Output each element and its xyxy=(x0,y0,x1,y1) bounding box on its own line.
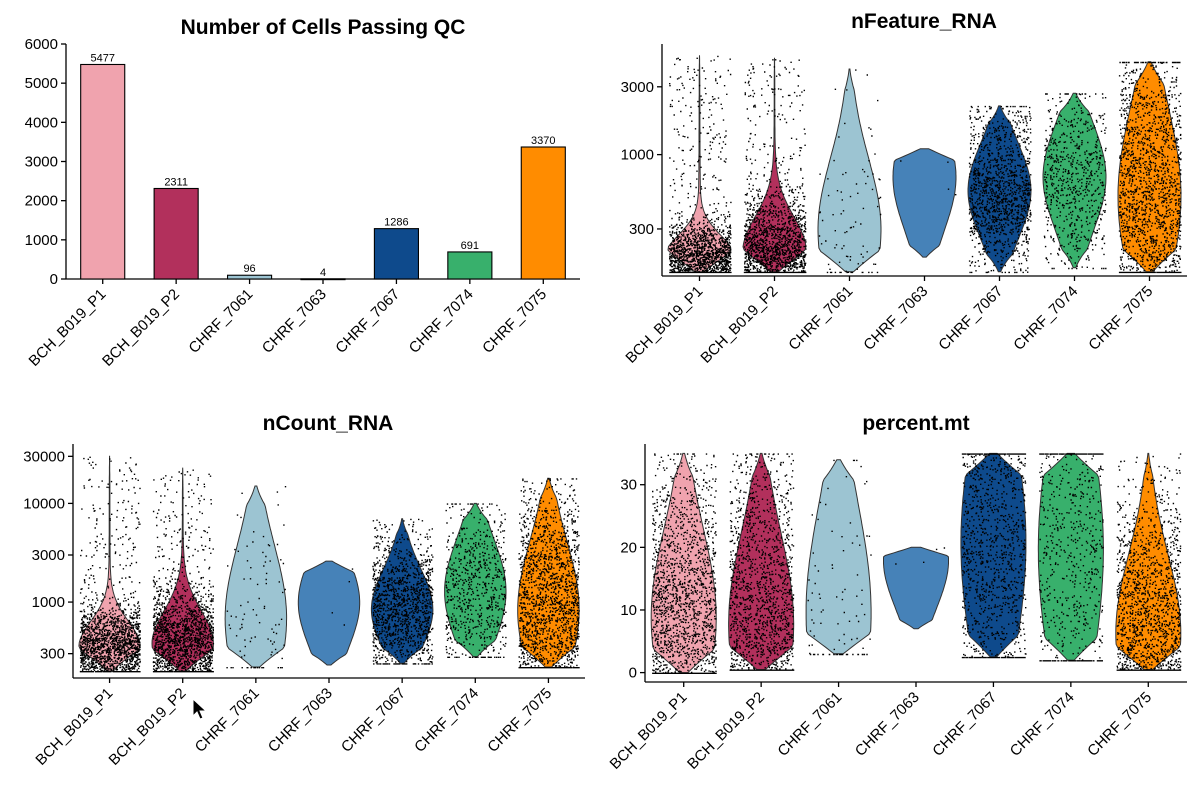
bar-data-label: 1286 xyxy=(384,217,408,229)
violin-CHRF_7075 xyxy=(1117,61,1182,273)
y-tick-label: 30 xyxy=(620,477,637,494)
y-tick-label: 0 xyxy=(50,271,58,288)
y-tick-label: 5000 xyxy=(25,75,58,92)
points-BCH_B019_P2 xyxy=(152,469,215,673)
violin-BCH_B019_P1 xyxy=(650,452,717,674)
x-tick-label: CHRF_7067 xyxy=(935,283,1006,354)
x-tick-label: BCH_B019_P2 xyxy=(684,689,768,773)
x-tick-label: BCH_B019_P1 xyxy=(32,685,116,769)
x-tick-label: CHRF_7063 xyxy=(860,283,931,354)
bar-data-label: 4 xyxy=(320,267,326,279)
violin-chart-ncount-rna: 300 1000 3000 10000 30000 BCH_B019_P1BCH_B019… xyxy=(23,412,585,769)
y-tick-label: 3000 xyxy=(32,547,65,564)
chart-title: nCount_RNA xyxy=(263,412,394,435)
x-tick-label: CHRF_7074 xyxy=(1007,689,1078,760)
y-tick-label: 20 xyxy=(620,539,637,556)
points-BCH_B019_P1 xyxy=(652,453,717,674)
x-tick-label: CHRF_7074 xyxy=(406,286,477,357)
violin-CHRF_7063 xyxy=(892,148,957,258)
x-tick-label: CHRF_7067 xyxy=(338,685,409,756)
y-tick-label: 4000 xyxy=(25,114,58,131)
bar-data-label: 3370 xyxy=(531,135,555,147)
bar-BCH_B019_P1 xyxy=(80,63,126,280)
y-tick-label: 0 xyxy=(629,665,637,682)
x-tick-label: CHRF_7075 xyxy=(1085,283,1156,354)
bar-CHRF_7067 xyxy=(373,228,420,280)
x-tick-label: CHRF_7075 xyxy=(479,286,550,357)
x-tick-label: CHRF_7067 xyxy=(332,286,403,357)
mouse-pointer-icon xyxy=(192,698,208,720)
x-tick-label: CHRF_7061 xyxy=(774,689,845,760)
bar-data-label: 691 xyxy=(461,240,479,252)
y-tick-label: 3000 xyxy=(621,79,654,96)
x-tick-label: CHRF_7074 xyxy=(1010,283,1081,354)
chart-title: percent.mt xyxy=(862,412,969,435)
bar-data-label: 2311 xyxy=(164,176,188,188)
violin-BCH_B019_P2 xyxy=(151,467,214,672)
bar-CHRF_7074 xyxy=(447,251,493,280)
y-tick-label: 10000 xyxy=(23,495,65,512)
points-CHRF_7075 xyxy=(518,478,580,669)
x-tick-label: BCH_B019_P2 xyxy=(697,283,781,367)
bar-data-label: 5477 xyxy=(90,52,114,64)
y-tick-label: 6000 xyxy=(25,36,58,53)
violin-CHRF_7074 xyxy=(444,502,507,658)
x-tick-label: CHRF_7075 xyxy=(484,685,555,756)
violin-CHRF_7061 xyxy=(224,485,288,668)
x-tick-label: BCH_B019_P1 xyxy=(607,689,691,773)
points-CHRF_7067 xyxy=(968,105,1032,274)
bar-CHRF_7063 xyxy=(300,278,346,281)
y-tick-label: 1000 xyxy=(621,147,654,164)
points-BCH_B019_P2 xyxy=(729,453,795,671)
x-tick-label: BCH_B019_P2 xyxy=(106,685,190,769)
x-tick-label: CHRF_7075 xyxy=(1084,689,1155,760)
violin-CHRF_7061 xyxy=(817,68,882,273)
bar-CHRF_7075 xyxy=(520,146,566,280)
violin-CHRF_7061 xyxy=(805,459,872,655)
x-tick-label: CHRF_7067 xyxy=(929,689,1000,760)
points-CHRF_7074 xyxy=(445,503,507,658)
violin-BCH_B019_P1 xyxy=(667,55,732,273)
points-BCH_B019_P1 xyxy=(668,55,732,274)
x-tick-label: CHRF_7063 xyxy=(265,685,336,756)
y-tick-label: 1000 xyxy=(32,594,65,611)
x-tick-label: BCH_B019_P1 xyxy=(26,286,110,370)
x-tick-label: CHRF_7074 xyxy=(411,685,482,756)
violin-CHRF_7063 xyxy=(297,560,361,666)
y-tick-label: 2000 xyxy=(25,193,58,210)
points-CHRF_7061 xyxy=(807,459,872,656)
points-CHRF_7067 xyxy=(372,518,434,665)
x-tick-label: CHRF_7063 xyxy=(259,286,330,357)
x-tick-label: CHRF_7061 xyxy=(185,286,256,357)
violin-BCH_B019_P1 xyxy=(78,455,141,672)
x-tick-label: CHRF_7063 xyxy=(852,689,923,760)
y-tick-label: 300 xyxy=(40,646,65,663)
y-tick-label: 1000 xyxy=(25,232,58,249)
points-BCH_B019_P2 xyxy=(743,59,807,274)
bar-chart-cells-passing-qc: 0 1000 2000 3000 4000 5000 6000 BCH_B019_P1BCH_… xyxy=(25,16,580,370)
chart-title: nFeature_RNA xyxy=(851,10,997,33)
points-BCH_B019_P1 xyxy=(79,456,141,673)
y-tick-label: 10 xyxy=(620,602,637,619)
y-tick-label: 300 xyxy=(629,221,654,238)
x-tick-label: BCH_B019_P2 xyxy=(99,286,183,370)
violin-CHRF_7063 xyxy=(883,546,949,630)
points-CHRF_7074 xyxy=(1043,93,1107,270)
points-CHRF_7075 xyxy=(1118,61,1182,274)
x-tick-label: CHRF_7061 xyxy=(785,283,856,354)
bar-CHRF_7061 xyxy=(226,274,273,280)
violin-BCH_B019_P2 xyxy=(742,57,807,273)
x-tick-label: BCH_B019_P1 xyxy=(622,283,706,367)
y-tick-label: 30000 xyxy=(23,448,65,465)
bar-BCH_B019_P2 xyxy=(153,187,199,280)
violin-CHRF_7067 xyxy=(960,452,1027,658)
y-tick-label: 3000 xyxy=(25,154,58,171)
bar-data-label: 96 xyxy=(243,263,255,275)
chart-title: Number of Cells Passing QC xyxy=(181,16,466,39)
